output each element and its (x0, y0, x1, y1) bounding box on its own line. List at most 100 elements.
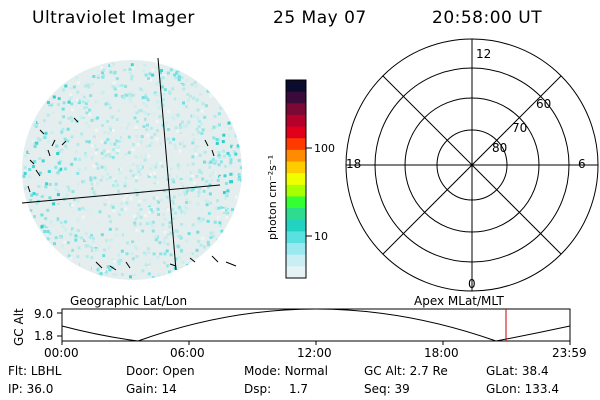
disk-pixel (209, 236, 213, 240)
disk-pixel (128, 126, 132, 130)
disk-pixel (160, 136, 164, 140)
disk-pixel (222, 211, 226, 214)
disk-pixel (84, 232, 88, 236)
disk-pixel (166, 232, 170, 236)
disk-pixel (33, 146, 37, 150)
disk-pixel (165, 249, 169, 253)
disk-pixel (188, 200, 192, 204)
disk-pixel (109, 70, 113, 74)
disk-pixel (110, 238, 114, 242)
disk-pixel (61, 225, 65, 228)
disk-pixel (90, 118, 94, 122)
disk-pixel (123, 68, 127, 72)
disk-pixel (117, 84, 121, 88)
disk-pixel (192, 138, 196, 142)
disk-pixel (172, 73, 176, 77)
disk-pixel (54, 121, 58, 125)
disk-pixel (44, 225, 48, 229)
disk-pixel (163, 252, 167, 256)
disk-pixel (117, 253, 121, 257)
disk-pixel (130, 231, 134, 235)
disk-pixel (90, 140, 94, 144)
disk-pixel (77, 229, 80, 233)
disk-pixel (75, 260, 79, 264)
disk-pixel (137, 156, 141, 159)
disk-pixel (87, 201, 91, 205)
disk-pixel (69, 256, 73, 260)
disk-pixel (149, 189, 153, 192)
disk-pixel (166, 242, 170, 246)
disk-pixel (153, 171, 157, 175)
disk-pixel (108, 195, 112, 199)
disk-pixel (133, 104, 137, 108)
disk-pixel (89, 224, 92, 228)
disk-pixel (209, 160, 213, 164)
disk-pixel (191, 155, 195, 159)
disk-pixel (68, 97, 72, 101)
disk-pixel (132, 136, 136, 140)
disk-pixel (203, 160, 206, 164)
disk-pixel (149, 208, 153, 212)
disk-pixel (105, 177, 109, 181)
disk-pixel (96, 248, 99, 252)
disk-pixel (120, 273, 124, 276)
disk-pixel (184, 140, 188, 144)
disk-pixel (145, 222, 149, 225)
disk-pixel (111, 78, 115, 82)
disk-pixel (61, 88, 65, 92)
disk-pixel (113, 142, 117, 146)
disk-pixel (58, 173, 61, 177)
coastline-mark (125, 261, 131, 269)
disk-pixel (138, 99, 142, 103)
disk-pixel (54, 236, 58, 240)
disk-pixel (203, 143, 207, 147)
disk-pixel (71, 211, 75, 215)
disk-pixel (181, 267, 185, 271)
coastline-mark (29, 159, 35, 165)
disk-pixel (234, 134, 238, 138)
disk-pixel (142, 152, 146, 156)
info-flt-label: Flt: (8, 364, 27, 378)
disk-pixel (46, 101, 50, 104)
disk-pixel (33, 123, 37, 127)
disk-pixel (101, 75, 105, 79)
disk-pixel (203, 183, 207, 187)
disk-pixel (197, 220, 201, 224)
disk-pixel (117, 262, 121, 266)
disk-pixel (89, 176, 93, 180)
disk-pixel (62, 101, 66, 105)
disk-pixel (57, 150, 61, 154)
disk-pixel (168, 270, 171, 274)
colorbar-label-10: 10 (314, 230, 328, 243)
disk-pixel (206, 110, 210, 114)
disk-pixel (204, 193, 208, 197)
colorbar-frame (285, 79, 307, 279)
disk-pixel (209, 231, 213, 235)
disk-pixel (215, 232, 219, 236)
disk-pixel (84, 84, 88, 88)
disk-pixel (147, 113, 151, 117)
disk-pixel (134, 179, 138, 183)
disk-pixel (82, 140, 86, 144)
disk-pixel (165, 195, 169, 199)
disk-pixel (157, 158, 161, 161)
info-seq-label: Seq: (364, 382, 391, 396)
disk-pixel (189, 202, 193, 205)
disk-pixel (50, 131, 54, 134)
disk-pixel (161, 177, 165, 180)
disk-pixel (151, 276, 155, 279)
disk-pixel (200, 109, 204, 113)
disk-pixel (111, 205, 115, 209)
disk-pixel (28, 202, 31, 206)
disk-pixel (31, 140, 35, 144)
disk-pixel (130, 252, 134, 256)
disk-pixel (147, 185, 151, 189)
disk-pixel (85, 260, 89, 264)
disk-pixel (166, 208, 170, 212)
disk-pixel (118, 168, 121, 171)
disk-pixel (188, 94, 192, 98)
disk-pixel (44, 131, 48, 135)
disk-pixel (29, 199, 33, 202)
disk-pixel (74, 150, 78, 154)
disk-pixel (187, 159, 191, 162)
